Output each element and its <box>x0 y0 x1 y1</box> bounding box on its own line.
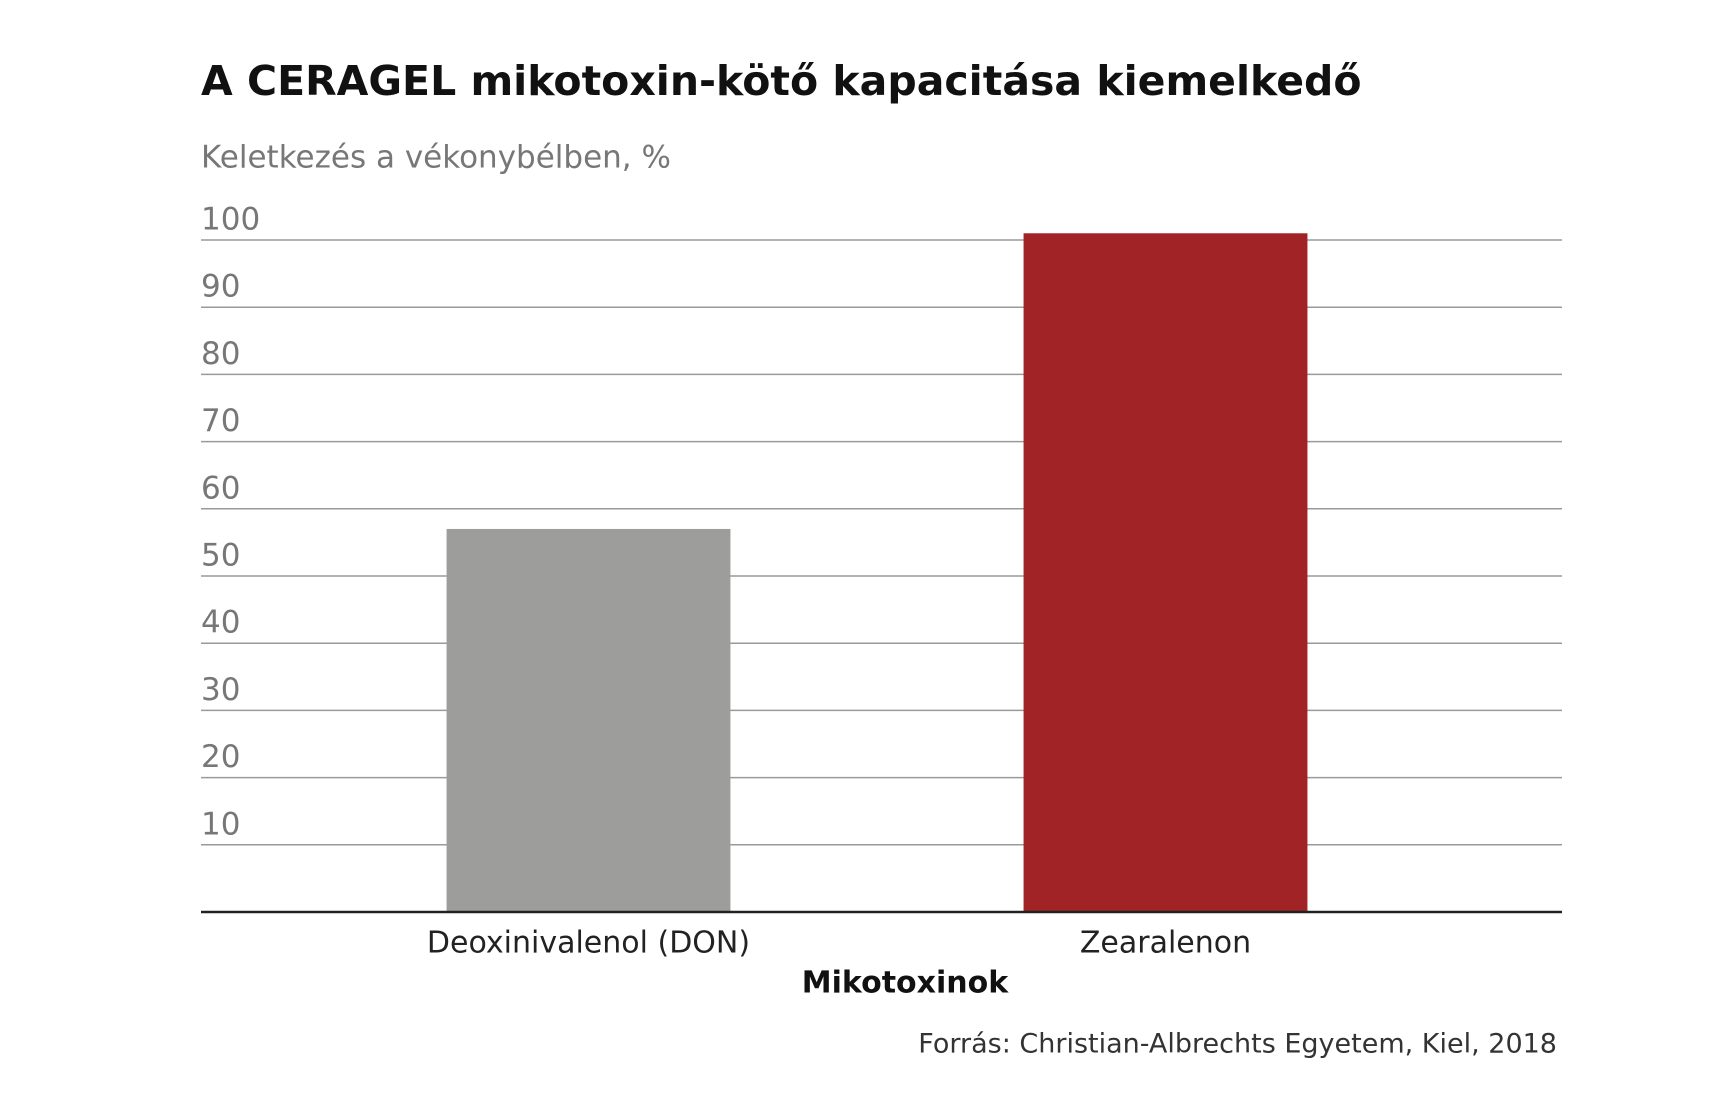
y-tick-label: 20 <box>201 739 240 775</box>
x-axis-label: Mikotoxinok <box>802 966 1009 1001</box>
y-tick-label: 70 <box>201 403 240 439</box>
source-note: Forrás: Christian-Albrechts Egyetem, Kie… <box>918 1029 1557 1060</box>
x-tick-label: Zearalenon <box>1080 926 1251 961</box>
chart-title: A CERAGEL mikotoxin-kötő kapacitása kiem… <box>201 57 1362 105</box>
y-tick-label: 100 <box>201 202 260 238</box>
bar <box>1023 233 1308 912</box>
chart-subtitle: Keletkezés a vékonybélben, % <box>201 140 671 176</box>
y-tick-label: 60 <box>201 470 240 506</box>
bar <box>446 528 731 912</box>
y-tick-label: 50 <box>201 538 240 574</box>
x-tick-label: Deoxinivalenol (DON) <box>427 926 750 961</box>
y-tick-label: 90 <box>201 269 240 305</box>
y-tick-label: 80 <box>201 336 240 372</box>
y-tick-label: 30 <box>201 672 240 708</box>
y-tick-label: 10 <box>201 806 240 842</box>
y-tick-label: 40 <box>201 605 240 641</box>
